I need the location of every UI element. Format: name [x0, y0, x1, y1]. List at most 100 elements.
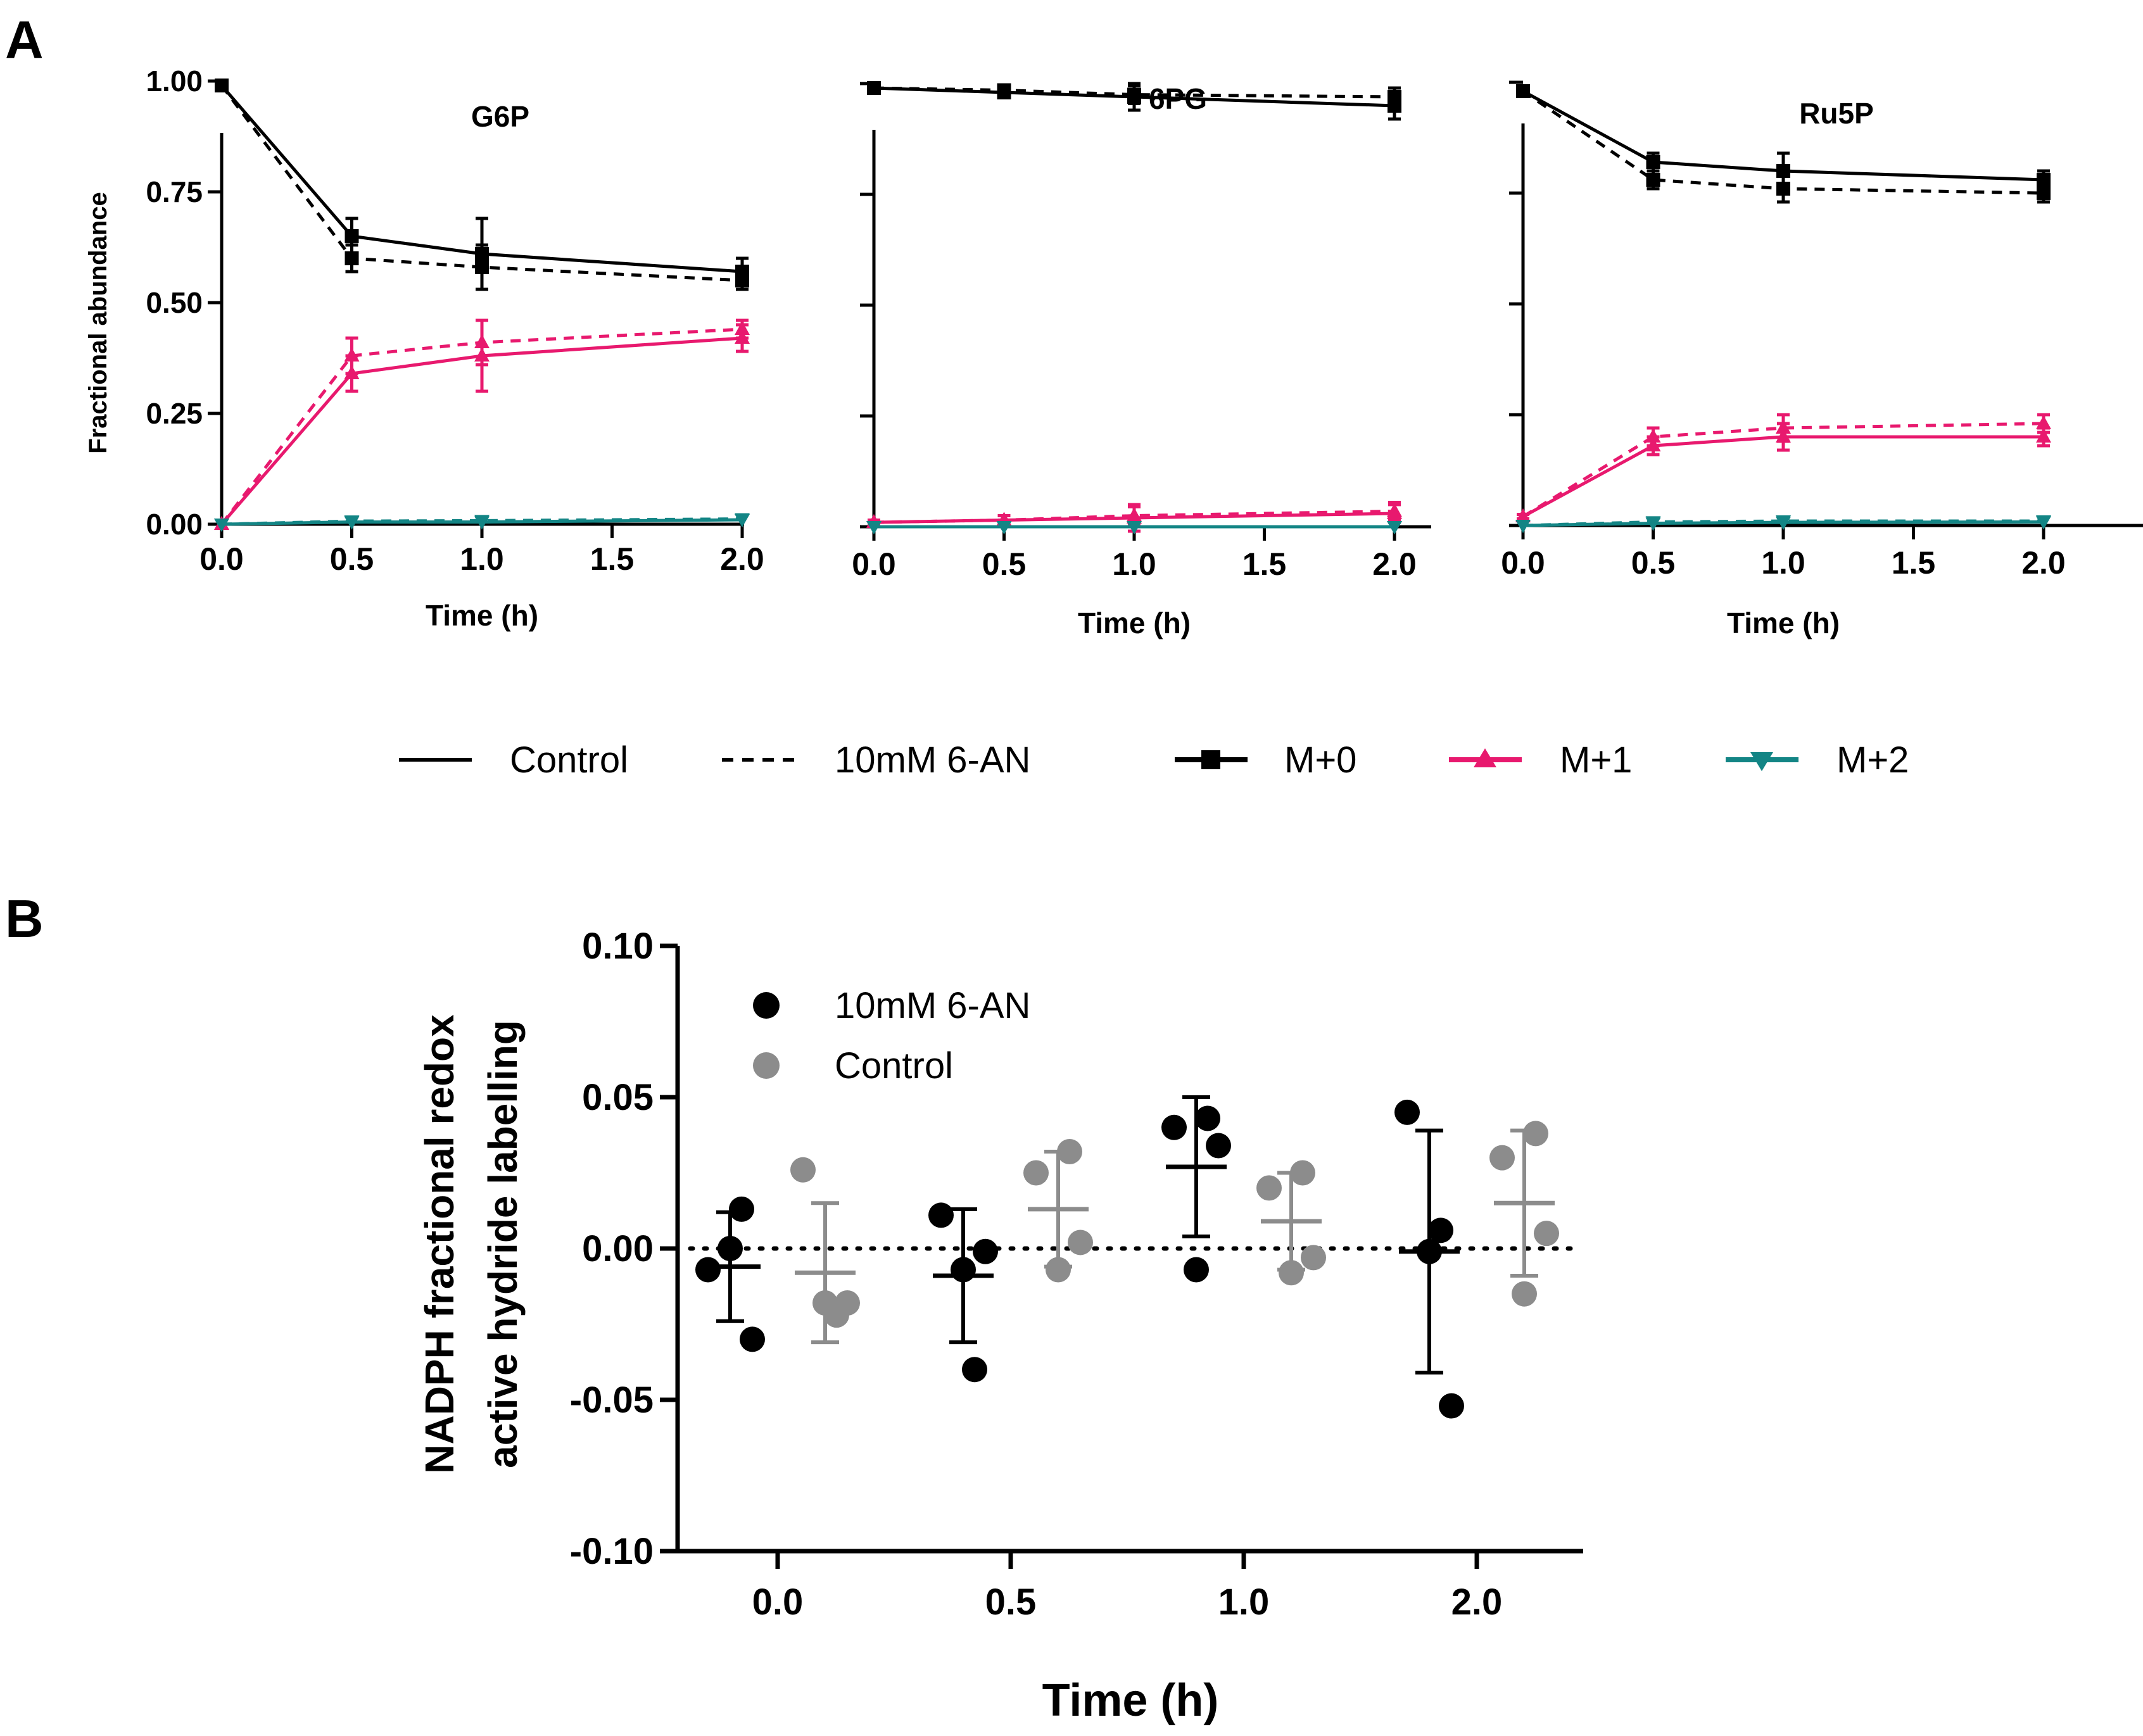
y-axis-label-line-1: NADPH fractional redox — [417, 1014, 462, 1474]
series-m-1-10mm-6-an-marker — [1127, 507, 1142, 522]
y-tick-label: 0.00 — [146, 508, 203, 541]
series-m-0-10mm-6-an-marker — [215, 79, 229, 92]
series-10mm-6-an-point — [1206, 1133, 1231, 1159]
x-tick-label: 0.5 — [982, 546, 1027, 582]
x-tick-label: 0.0 — [852, 546, 896, 582]
x-axis-label: Time (h) — [426, 599, 538, 632]
series-m-1-control-line — [220, 336, 743, 525]
panel-label-a: A — [5, 10, 44, 70]
series-m-1-10mm-6-an-line — [1522, 422, 2044, 519]
series-control-point — [835, 1290, 860, 1316]
series-m-1-10mm-6-an-line — [873, 510, 1395, 524]
chart-g6p: G6P 0.00 0.25 0.50 0.75 1.00 Fractional abunda… — [84, 65, 764, 632]
x-tick-label: 0.0 — [199, 541, 244, 577]
y-tick-label: -0.05 — [570, 1380, 654, 1421]
series-m-0-10mm-6-an-marker — [1388, 90, 1401, 104]
series-control-point — [1256, 1175, 1282, 1201]
series-m-0-10mm-6-an-marker — [2037, 186, 2051, 200]
series-10mm-6-an-point — [1195, 1105, 1220, 1131]
legend-6an-marker — [753, 992, 780, 1019]
panel-label-b: B — [5, 889, 44, 948]
x-axis-label: Time (h) — [1042, 1675, 1219, 1726]
y-axis-label: Fractional abundance — [84, 192, 112, 453]
series-control-point — [1534, 1221, 1559, 1247]
legend-m2-swatch — [1726, 752, 1798, 771]
x-axis-label: Time (h) — [1078, 607, 1191, 639]
series-10mm-6-an-point — [1161, 1114, 1187, 1140]
series-control-point — [1512, 1281, 1537, 1307]
legend-m1-label: M+1 — [1560, 739, 1632, 781]
chart-title: Ru5P — [1799, 97, 1874, 130]
series-m-2-10mm-6-an-marker — [2036, 515, 2051, 529]
x-tick-label: 0.5 — [985, 1582, 1037, 1623]
x-tick-label: 1.0 — [1112, 546, 1156, 582]
series-control-point — [812, 1290, 838, 1316]
x-tick-label: 2.0 — [1372, 546, 1417, 582]
series-10mm-6-an-point — [729, 1196, 754, 1222]
series-10mm-6-an-point — [717, 1236, 743, 1261]
series-control-point — [790, 1157, 816, 1183]
x-tick-label: 1.5 — [590, 541, 635, 577]
series-10mm-6-an-point — [951, 1257, 976, 1283]
series-control-point — [1046, 1257, 1071, 1283]
series-control-point — [1057, 1139, 1082, 1165]
chart-title: G6P — [471, 100, 529, 133]
chart-ru5p: Ru5P 0.0 0.5 1.0 1.5 2.0 Time (h) — [1501, 80, 2143, 639]
series-control-point — [1489, 1145, 1515, 1171]
series-m-1-10mm-6-an-marker — [2036, 415, 2051, 429]
x-tick-label: 2.0 — [2021, 545, 2066, 581]
x-tick-label: 1.0 — [1761, 545, 1805, 581]
y-tick-label: 0.00 — [582, 1228, 654, 1269]
series-m-0-10mm-6-an-marker — [1516, 84, 1530, 98]
series-10mm-6-an-point — [1428, 1217, 1453, 1243]
series-m-0-control-marker — [345, 229, 359, 243]
legend-m1-swatch — [1449, 748, 1522, 767]
series-control-point — [1068, 1230, 1093, 1255]
series-m-2-10mm-6-an-marker — [1776, 515, 1791, 529]
series-control-point — [1301, 1245, 1326, 1271]
series-m-0-control-line — [1522, 89, 2044, 182]
x-axis-label: Time (h) — [1727, 607, 1840, 639]
series-m-1-control-line — [1522, 435, 2044, 519]
series-m-1-10mm-6-an-marker — [1387, 503, 1402, 517]
series-m-2-10mm-6-an-marker — [474, 515, 490, 529]
legend-m0-label: M+0 — [1284, 739, 1356, 781]
series-m-2-10mm-6-an-marker — [866, 521, 882, 534]
series-control-point — [1290, 1160, 1315, 1186]
y-tick-label: -0.10 — [570, 1531, 654, 1572]
series-10mm-6-an-point — [1184, 1257, 1209, 1283]
series-m-1-10mm-6-an-marker — [1515, 508, 1531, 522]
legend-panel-a: Control 10mM 6-AN M+0 M+1 M+2 — [399, 739, 1909, 781]
series-control-point — [1523, 1121, 1548, 1147]
x-tick-label: 2.0 — [720, 541, 764, 577]
legend-m0-swatch — [1175, 750, 1248, 769]
series-m-0-10mm-6-an-marker — [345, 251, 359, 265]
legend-control-label: Control — [835, 1045, 953, 1086]
chart-nadph: 0.10 0.05 0.00 -0.05 -0.10 0.0 0.5 1.0 2.0 Time (… — [417, 926, 1583, 1726]
series-control-point — [1023, 1160, 1049, 1186]
series-m-1-control-marker — [2036, 429, 2051, 443]
series-m-0-10mm-6-an-marker — [475, 260, 489, 274]
series-m-2-10mm-6-an-line — [221, 517, 743, 526]
series-10mm-6-an-point — [740, 1326, 765, 1352]
series-m-1-10mm-6-an-marker — [474, 334, 490, 348]
legend-6an-label: 10mM 6-AN — [835, 985, 1030, 1026]
y-tick-label: 0.10 — [582, 926, 654, 967]
series-m-0-control-line — [220, 84, 743, 274]
series-10mm-6-an-point — [973, 1238, 998, 1264]
series-10mm-6-an-point — [1417, 1238, 1442, 1264]
series-m-0-10mm-6-an-marker — [867, 81, 881, 95]
series-m-0-control-line — [873, 86, 1395, 108]
series-m-2-10mm-6-an-line — [1522, 519, 2044, 527]
series-m-2-10mm-6-an-marker — [735, 513, 750, 527]
series-m-2-10mm-6-an-marker — [214, 519, 229, 532]
series-m-0-10mm-6-an-marker — [1776, 182, 1790, 196]
series-control-point — [1279, 1260, 1304, 1286]
series-m-1-10mm-6-an-marker — [1645, 429, 1661, 443]
series-m-0-10mm-6-an-marker — [735, 274, 749, 287]
y-tick-label: 0.50 — [146, 286, 203, 319]
legend-m2-label: M+2 — [1836, 739, 1909, 781]
series-m-0-10mm-6-an-marker — [1127, 87, 1141, 102]
